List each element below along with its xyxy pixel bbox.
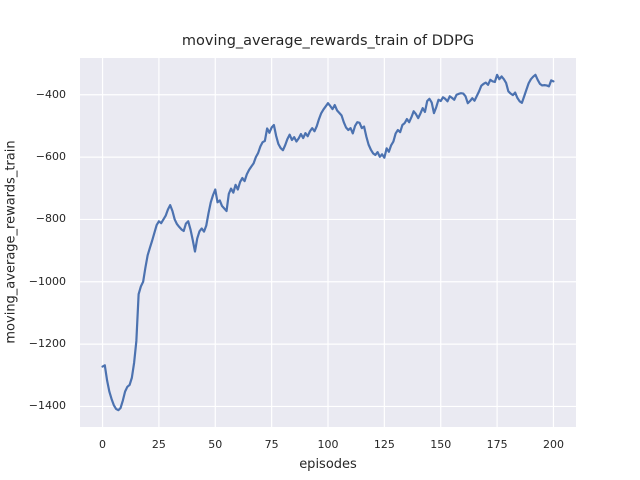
x-axis-label: episodes	[299, 457, 357, 472]
x-tick-label: 0	[99, 438, 107, 451]
y-tick-label: −1200	[28, 337, 66, 351]
y-tick-label: −1400	[28, 399, 66, 413]
plot-area	[80, 58, 576, 427]
y-tick-label: −1000	[28, 274, 66, 288]
x-tick-label: 75	[264, 438, 279, 451]
x-tick-label: 25	[151, 438, 166, 451]
x-tick-label: 50	[208, 438, 223, 451]
y-tick-label: −600	[35, 150, 66, 164]
series-line-ddpg	[101, 73, 555, 412]
x-tick-label: 175	[486, 438, 508, 451]
x-tick-label: 150	[430, 438, 452, 451]
y-tick-label: −800	[35, 212, 66, 226]
chart-title: moving_average_rewards_train of DDPG	[181, 33, 475, 49]
y-tick-label: −400	[35, 87, 66, 101]
y-axis-label: moving_average_rewards_train	[3, 140, 19, 344]
x-tick-label: 125	[373, 438, 395, 451]
x-tick-label: 200	[542, 438, 564, 451]
x-tick-label: 100	[317, 438, 339, 451]
